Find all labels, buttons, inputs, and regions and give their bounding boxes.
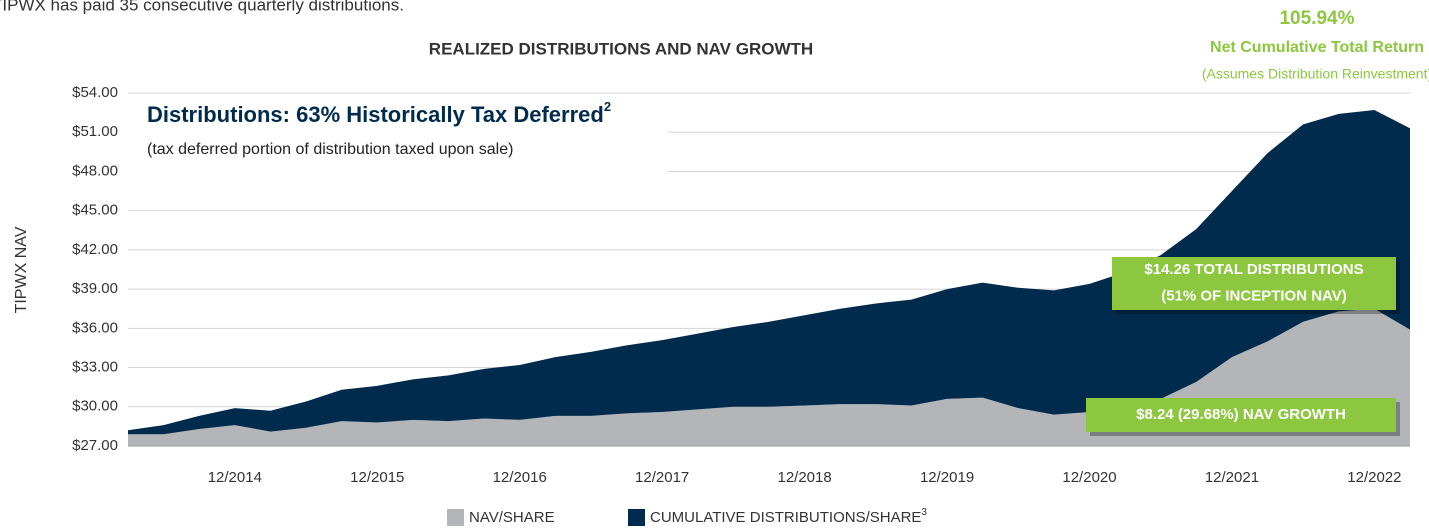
chart-title: REALIZED DISTRIBUTIONS AND NAV GROWTH — [429, 39, 813, 58]
callout-text: $14.26 TOTAL DISTRIBUTIONS — [1144, 261, 1363, 278]
return-label: Net Cumulative Total Return — [1210, 39, 1424, 56]
tax-title: Distributions: 63% Historically Tax Defe… — [147, 99, 611, 126]
note-background — [128, 95, 668, 173]
x-tick-label: 12/2021 — [1205, 469, 1259, 486]
legend-label: CUMULATIVE DISTRIBUTIONS/SHARE3 — [650, 507, 927, 526]
y-tick-label: $27.00 — [72, 437, 118, 454]
x-tick-label: 12/2020 — [1062, 469, 1116, 486]
legend-name: CUMULATIVE DISTRIBUTIONS/SHARE — [650, 509, 921, 526]
x-tick-label: 12/2015 — [350, 469, 404, 486]
callout-box — [1086, 398, 1396, 432]
callout-text: (51% OF INCEPTION NAV) — [1161, 288, 1347, 305]
x-tick-label: 12/2014 — [208, 469, 262, 486]
legend-name: NAV/SHARE — [469, 509, 555, 526]
y-tick-label: $33.00 — [72, 359, 118, 376]
y-tick-label: $51.00 — [72, 123, 118, 140]
y-tick-label: $36.00 — [72, 319, 118, 336]
y-axis-label: TIPWX NAV — [13, 226, 30, 313]
y-tick-label: $30.00 — [72, 398, 118, 415]
x-tick-label: 12/2019 — [920, 469, 974, 486]
return-note: (Assumes Distribution Reinvestment) — [1202, 66, 1429, 82]
legend-swatch — [628, 509, 645, 526]
y-tick-label: $39.00 — [72, 280, 118, 297]
y-tick-label: $48.00 — [72, 162, 118, 179]
y-tick-label: $54.00 — [72, 84, 118, 101]
return-value: 105.94% — [1279, 8, 1354, 29]
x-tick-label: 12/2016 — [493, 469, 547, 486]
legend-swatch — [447, 509, 464, 526]
tax-subtitle: (tax deferred portion of distribution ta… — [147, 141, 513, 158]
callout-text: $8.24 (29.68%) NAV GROWTH — [1136, 406, 1346, 423]
callout-box — [1112, 257, 1396, 310]
x-tick-label: 12/2017 — [635, 469, 689, 486]
legend-footnote: 3 — [921, 507, 927, 518]
legend-label: NAV/SHARE — [469, 509, 555, 526]
tax-footnote: 2 — [604, 99, 611, 114]
x-tick-label: 12/2022 — [1347, 469, 1401, 486]
area — [128, 109, 1410, 435]
header-text: TIPWX has paid 35 consecutive quarterly … — [0, 0, 404, 14]
y-tick-label: $45.00 — [72, 202, 118, 219]
areas — [128, 109, 1410, 446]
x-tick-label: 12/2018 — [777, 469, 831, 486]
overlay: 12/2014 12/2015 12/2016 12/2017 12/2018 12/20… — [128, 257, 1410, 526]
area — [128, 308, 1410, 446]
y-tick-label: $42.00 — [72, 241, 118, 258]
tax-title-text: Distributions: 63% Historically Tax Defe… — [147, 102, 604, 127]
